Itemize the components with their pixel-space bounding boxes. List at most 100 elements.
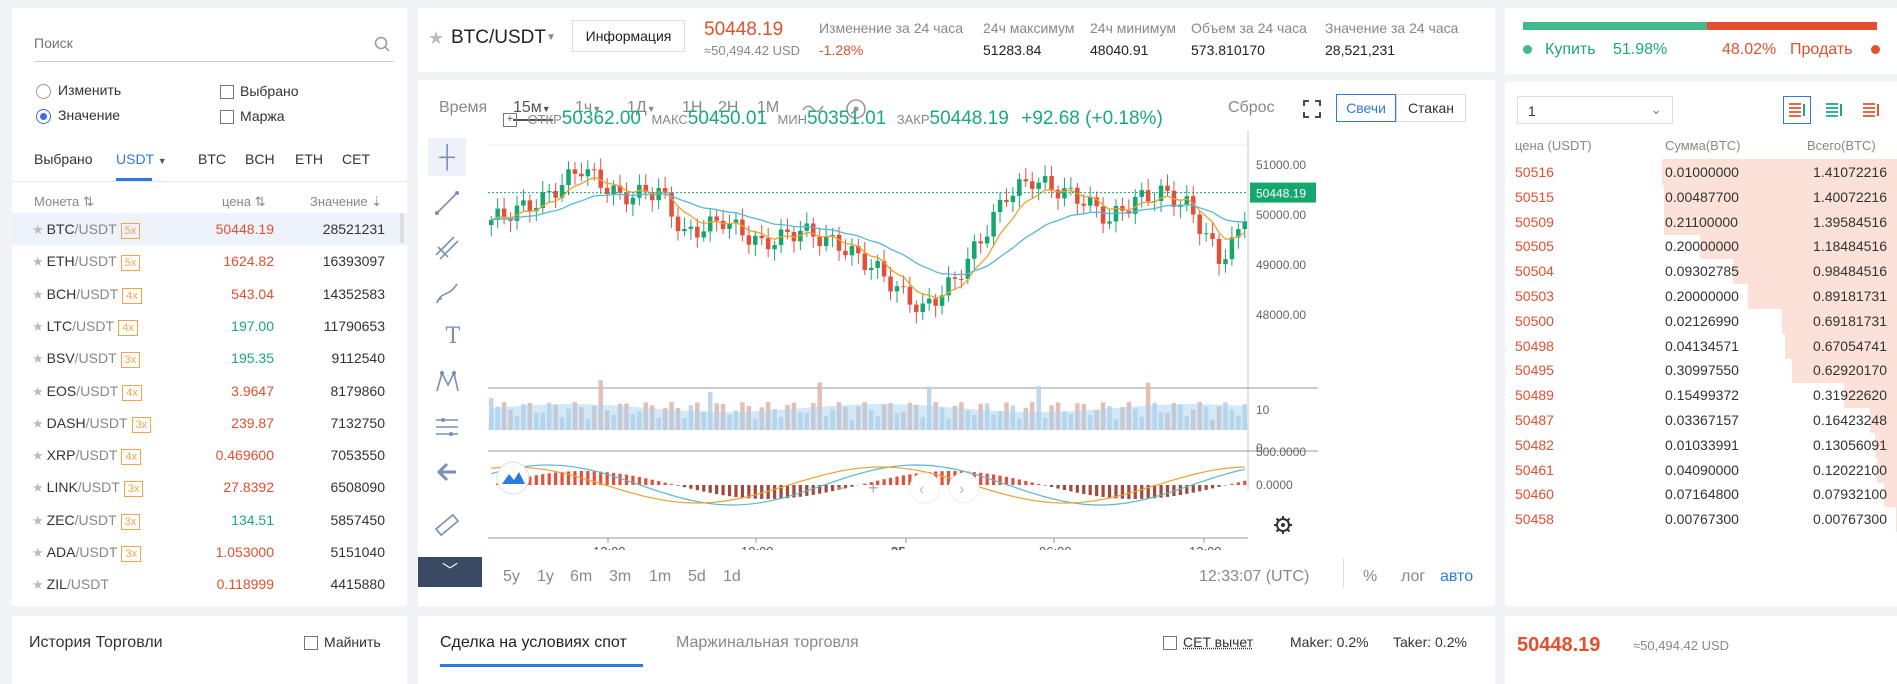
cet-deduct-checkbox[interactable]: CET вычет <box>1163 634 1253 651</box>
auto-toggle[interactable]: авто <box>1440 568 1474 585</box>
tab-margin[interactable]: Маржинальная торговля <box>676 634 859 651</box>
range-5d[interactable]: 5d <box>688 568 706 585</box>
col-value[interactable]: Значение ⇣ <box>310 194 382 210</box>
star-icon[interactable]: ★ <box>32 222 44 237</box>
radio-change[interactable]: Изменить <box>36 82 121 99</box>
line-type-icon[interactable] <box>801 100 825 116</box>
coin-row[interactable]: ★ EOS/USDT 4x 3.9647 8179860 <box>12 375 407 407</box>
book-view-asks-icon[interactable] <box>1857 96 1885 124</box>
coin-row[interactable]: ★ LTC/USDT 4x 197.00 11790653 <box>12 310 407 342</box>
tab-bch[interactable]: BCH <box>245 151 275 167</box>
radio-circle[interactable] <box>36 83 51 99</box>
checkbox-margin[interactable]: Маржа <box>220 108 285 125</box>
interval-1h[interactable]: 1ч▼ <box>575 99 601 117</box>
brush-icon[interactable] <box>434 280 460 306</box>
trend-line-icon[interactable] <box>434 190 460 216</box>
tab-favorites[interactable]: Выбрано <box>34 151 93 167</box>
ask-row[interactable]: 50516 0.01000000 1.41072216 <box>1515 156 1897 186</box>
info-button[interactable]: Информация <box>572 20 685 52</box>
coin-row[interactable]: ★ BSV/USDT 3x 195.35 9112540 <box>12 342 407 374</box>
ask-row[interactable]: 50461 0.04090000 0.12022100 <box>1515 454 1897 484</box>
ruler-icon[interactable] <box>434 512 460 538</box>
indicator-icon[interactable] <box>845 98 867 120</box>
ask-row[interactable]: 50487 0.03367157 0.16423248 <box>1515 404 1897 434</box>
price-chart[interactable]: 50448.19 51000.00 50000.00 49000.00 48000.00… <box>488 130 1388 550</box>
book-view-bids-icon[interactable] <box>1820 96 1848 124</box>
star-icon[interactable]: ★ <box>32 512 44 528</box>
ask-row[interactable]: 50503 0.20000000 0.89181731 <box>1515 280 1897 310</box>
depth-select[interactable]: 1 ⌄ <box>1517 96 1673 124</box>
ask-row[interactable]: 50509 0.21100000 1.39584516 <box>1515 206 1897 236</box>
ask-row[interactable]: 50458 0.00767300 0.00767300 <box>1515 503 1897 533</box>
tab-usdt[interactable]: USDT ▼ <box>116 151 167 167</box>
checkbox-box[interactable] <box>220 85 234 100</box>
coin-row[interactable]: ★ LINK/USDT 3x 27.8392 6508090 <box>12 471 407 503</box>
crosshair-icon[interactable]: ┼ <box>428 138 466 176</box>
star-icon[interactable]: ★ <box>428 28 445 48</box>
search-icon[interactable] <box>374 36 390 52</box>
range-6m[interactable]: 6m <box>570 568 593 585</box>
coin-row[interactable]: ★ ETH/USDT 5x 1624.82 16393097 <box>12 245 407 277</box>
range-3m[interactable]: 3m <box>609 568 632 585</box>
coin-row[interactable]: ★ DASH/USDT 3x 239.87 7132750 <box>12 407 407 439</box>
ask-row[interactable]: 50489 0.15499372 0.31922620 <box>1515 379 1897 409</box>
range-5y[interactable]: 5y <box>503 568 520 585</box>
ask-row[interactable]: 50498 0.04134571 0.67054741 <box>1515 330 1897 360</box>
range-1d[interactable]: 1d <box>723 568 741 585</box>
coin-row[interactable]: ★ BTC/USDT 5x 50448.19 28521231 <box>12 213 407 245</box>
plus-icon[interactable]: + <box>503 112 517 127</box>
star-icon[interactable]: ★ <box>32 415 44 431</box>
radio-value[interactable]: Значение <box>36 107 120 124</box>
checkbox-box[interactable] <box>1163 636 1177 651</box>
coin-row[interactable]: ★ ZIL/USDT 0.118999 4415880 <box>12 568 407 600</box>
pair-title[interactable]: BTC/USDT <box>451 27 546 48</box>
pattern-icon[interactable] <box>434 369 460 395</box>
fib-lines-icon[interactable] <box>434 235 460 261</box>
ask-row[interactable]: 50482 0.01033991 0.13056091 <box>1515 429 1897 459</box>
collapse-toolbar-button[interactable]: ﹀ <box>418 557 482 587</box>
fullscreen-icon[interactable] <box>1303 100 1321 118</box>
checkbox-selected[interactable]: Выбрано <box>220 83 299 100</box>
book-view-all-icon[interactable] <box>1783 96 1811 124</box>
star-icon[interactable]: ★ <box>32 254 44 270</box>
mine-checkbox[interactable]: Майнить <box>304 634 381 651</box>
reset-button[interactable]: Сброс <box>1228 99 1275 116</box>
ask-row[interactable]: 50500 0.02126990 0.69181731 <box>1515 305 1897 335</box>
search-input[interactable] <box>34 28 334 58</box>
coin-row[interactable]: ★ ADA/USDT 3x 1.053000 5151040 <box>12 536 407 568</box>
star-icon[interactable]: ★ <box>32 545 44 560</box>
log-toggle[interactable]: лог <box>1401 568 1426 585</box>
tab-spot[interactable]: Сделка на условиях спот <box>440 634 627 651</box>
star-icon[interactable]: ★ <box>32 351 44 367</box>
interval-1d[interactable]: 1Д▼ <box>627 99 656 117</box>
tab-cet[interactable]: CET <box>342 151 370 167</box>
ask-row[interactable]: 50495 0.30997550 0.62920170 <box>1515 354 1897 384</box>
scrollbar[interactable] <box>400 213 404 243</box>
tab-eth[interactable]: ETH <box>295 151 323 167</box>
col-price[interactable]: цена ⇅ <box>222 194 265 210</box>
coin-row[interactable]: ★ BCH/USDT 4x 543.04 14352583 <box>12 278 407 310</box>
ask-row[interactable]: 50515 0.00487700 1.40072216 <box>1515 181 1897 211</box>
checkbox-box[interactable] <box>304 636 318 651</box>
star-icon[interactable]: ★ <box>32 318 44 334</box>
range-1y[interactable]: 1y <box>537 568 554 585</box>
measure-icon[interactable] <box>434 414 460 440</box>
star-icon[interactable]: ★ <box>32 577 44 593</box>
text-tool-icon[interactable]: T <box>445 324 461 349</box>
star-icon[interactable]: ★ <box>32 480 44 496</box>
col-coin[interactable]: Монета ⇅ <box>34 194 94 210</box>
interval-15m[interactable]: 15м▼ <box>513 99 551 117</box>
interval-1w[interactable]: 1Н <box>682 99 703 116</box>
coin-row[interactable]: ★ XRP/USDT 4x 0.469600 7053550 <box>12 439 407 471</box>
range-1m[interactable]: 1m <box>649 568 672 585</box>
star-icon[interactable]: ★ <box>32 448 44 464</box>
interval-1mo[interactable]: 1М <box>757 99 780 116</box>
tab-btc[interactable]: BTC <box>198 151 226 167</box>
search-box[interactable] <box>34 28 394 62</box>
caret-down-icon[interactable]: ▼ <box>546 32 556 43</box>
back-arrow-icon[interactable] <box>434 459 460 485</box>
ask-row[interactable]: 50504 0.09302785 0.98484516 <box>1515 255 1897 285</box>
percent-toggle[interactable]: % <box>1363 568 1378 585</box>
orderbook-button[interactable]: Стакан <box>1396 94 1466 122</box>
ask-row[interactable]: 50505 0.20000000 1.18484516 <box>1515 230 1897 260</box>
